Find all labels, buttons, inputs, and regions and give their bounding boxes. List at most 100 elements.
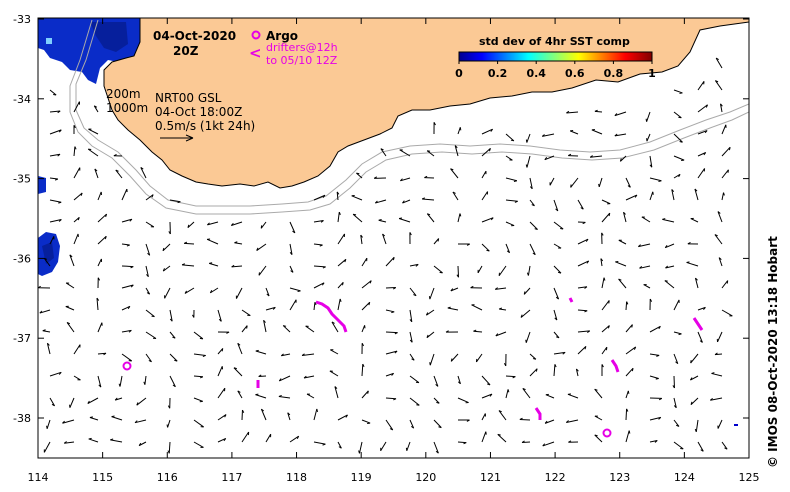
current-vector bbox=[553, 199, 559, 212]
current-vector bbox=[718, 257, 723, 267]
current-vector bbox=[382, 233, 387, 245]
current-vector-head bbox=[723, 192, 725, 196]
current-vector-head bbox=[278, 394, 282, 397]
current-vector-head bbox=[614, 133, 618, 137]
current-vector-head bbox=[263, 319, 266, 323]
current-vector-head bbox=[256, 247, 259, 251]
current-vector bbox=[96, 298, 99, 311]
current-vector bbox=[385, 256, 395, 267]
current-vector bbox=[671, 189, 675, 201]
current-vector bbox=[73, 216, 80, 223]
current-vector bbox=[569, 130, 579, 135]
current-vector bbox=[289, 265, 294, 273]
current-vector-head bbox=[57, 110, 61, 114]
current-vector bbox=[527, 265, 531, 276]
current-vector bbox=[49, 219, 62, 223]
isobath-1000m bbox=[69, 19, 749, 215]
current-vector-head bbox=[715, 80, 719, 83]
current-vector-head bbox=[694, 428, 697, 433]
current-vector bbox=[206, 238, 219, 245]
current-vector bbox=[289, 435, 299, 443]
current-vector-head bbox=[607, 325, 610, 329]
current-vector-head bbox=[703, 152, 707, 156]
current-vector-head bbox=[584, 310, 588, 313]
current-vector-head bbox=[233, 367, 237, 370]
current-vector-head bbox=[584, 346, 587, 350]
current-vector bbox=[673, 133, 683, 143]
current-vector-head bbox=[58, 219, 62, 222]
current-vector-head bbox=[429, 362, 431, 366]
current-vector bbox=[457, 441, 467, 444]
current-vector bbox=[649, 439, 658, 443]
current-vector bbox=[553, 221, 564, 230]
current-vector bbox=[145, 221, 155, 228]
current-vector-head bbox=[255, 349, 259, 352]
current-vector-head bbox=[703, 307, 706, 310]
current-vector bbox=[306, 393, 315, 399]
sst-patch-west-mid bbox=[38, 176, 46, 194]
current-vector-head bbox=[495, 333, 499, 337]
current-vector bbox=[233, 367, 243, 377]
current-vector-head bbox=[587, 330, 591, 333]
current-vector bbox=[567, 393, 579, 399]
drifter-legend-icon: < bbox=[249, 44, 262, 62]
current-vector-head bbox=[676, 424, 680, 427]
current-vector-head bbox=[633, 346, 637, 350]
current-vector-head bbox=[143, 381, 146, 385]
x-tick-label: 114 bbox=[28, 471, 49, 484]
current-vector bbox=[330, 349, 339, 355]
current-vector bbox=[73, 146, 76, 157]
current-vector-head bbox=[671, 189, 675, 193]
current-vector-head bbox=[183, 241, 188, 244]
current-vector bbox=[49, 236, 55, 245]
current-vector-head bbox=[603, 277, 606, 281]
isobath-lines bbox=[69, 19, 749, 215]
current-vector bbox=[426, 331, 435, 339]
current-vector-head bbox=[136, 402, 139, 406]
current-vector bbox=[88, 438, 99, 443]
current-vector-head bbox=[554, 364, 557, 368]
current-vector-head bbox=[88, 437, 92, 440]
current-vector-head bbox=[654, 440, 658, 443]
current-vector bbox=[65, 282, 75, 289]
current-vector-head bbox=[473, 329, 477, 332]
current-vector-head bbox=[675, 361, 679, 365]
current-vector-head bbox=[664, 245, 668, 248]
current-vector-head bbox=[522, 387, 526, 391]
current-vector bbox=[553, 351, 566, 355]
x-tick-label: 118 bbox=[286, 471, 307, 484]
current-vector bbox=[577, 330, 590, 333]
current-vector-head bbox=[362, 363, 365, 368]
current-vector-head bbox=[398, 217, 403, 220]
current-vector bbox=[73, 344, 81, 355]
current-vector bbox=[649, 353, 660, 356]
current-vector-head bbox=[296, 435, 300, 440]
current-vector bbox=[93, 105, 99, 113]
current-vector-head bbox=[374, 200, 378, 204]
current-vector bbox=[361, 280, 372, 289]
current-vector bbox=[241, 309, 251, 316]
current-vector bbox=[717, 211, 723, 223]
current-vector-head bbox=[409, 339, 413, 343]
current-vector-head bbox=[73, 124, 76, 129]
current-vector-head bbox=[221, 348, 224, 352]
current-vector bbox=[614, 111, 627, 117]
current-vector bbox=[260, 221, 267, 229]
current-vector bbox=[49, 153, 61, 157]
current-vector bbox=[409, 263, 419, 267]
current-vector bbox=[625, 346, 636, 355]
current-vector bbox=[601, 199, 611, 205]
current-vector bbox=[121, 284, 134, 289]
current-vector bbox=[193, 375, 203, 378]
current-vector bbox=[121, 305, 131, 311]
current-vector bbox=[519, 418, 531, 421]
current-vector bbox=[162, 265, 171, 272]
current-vector-head bbox=[151, 194, 154, 198]
current-vector-head bbox=[600, 258, 604, 262]
current-vector-head bbox=[565, 420, 569, 423]
current-vector-head bbox=[126, 244, 130, 247]
current-vector-head bbox=[700, 449, 704, 452]
current-vector bbox=[625, 177, 631, 188]
current-vector bbox=[457, 127, 461, 135]
current-vector bbox=[193, 353, 206, 356]
